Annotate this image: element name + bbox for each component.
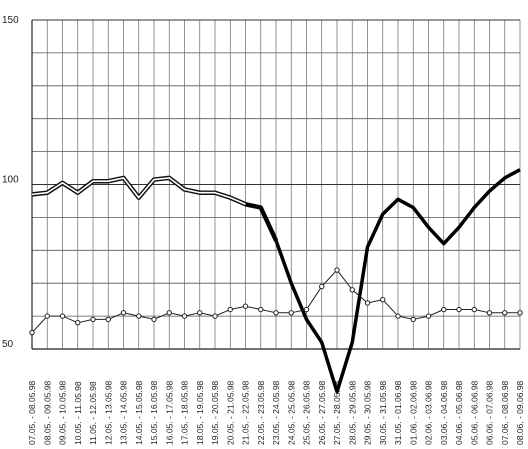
x-tick-label: 14.05. - 15.05.98 [134,380,144,445]
marker [502,310,508,316]
x-tick-label: 16.05. - 17.05.98 [164,380,174,445]
x-tick-label: 25.05. - 26.05.98 [302,380,312,445]
x-tick-label: 17.05. - 18.05.98 [180,380,190,445]
x-tick-label: 04.06. - 05.06.98 [454,380,464,445]
x-tick-label: 22.05. - 23.05.98 [256,380,266,445]
x-tick-label: 18.05. - 19.05.98 [195,380,205,445]
x-tick-label: 26.05. - 27.05.98 [317,380,327,445]
x-tick-label: 30.05. - 31.05.98 [378,380,388,445]
x-tick-label: 29.05. - 30.05.98 [363,380,373,445]
marker [227,306,233,313]
marker [197,310,203,316]
x-tick-label: 05.06. - 06.06.98 [469,380,479,445]
marker [364,300,371,306]
x-tick-label: 08.05. - 09.05.98 [42,380,52,445]
x-tick-label: 10.05. - 11.05.98 [73,381,83,445]
marker [29,329,35,336]
marker [517,310,523,316]
x-tick-label: 21.05. - 22.05.98 [241,380,251,445]
x-tick-label: 09.05. - 10.05.98 [58,380,68,445]
marker [120,310,127,316]
marker [90,316,96,323]
marker [44,313,50,319]
marker [456,306,462,313]
marker [410,316,416,323]
x-tick-label: 01.06. - 02.06.98 [408,380,418,445]
x-tick-label: 08.06. - 09.06.98 [515,380,525,445]
x-tick-label: 07.06. - 08.06.98 [500,380,510,445]
line-series-inner [31,177,277,241]
x-tick-label: 06.06. - 07.06.98 [485,380,495,445]
x-tick-label: 28.05. - 29.05.98 [347,380,357,445]
marker [273,310,279,316]
x-tick-label: 24.05. - 25.05.98 [286,380,296,445]
marker [319,283,325,290]
marker [288,310,294,316]
marker [380,296,386,303]
y-tick-label: 100 [2,175,19,186]
x-tick-label: 12.05. - 13.05.98 [103,380,113,445]
marker [441,306,447,313]
x-tick-label: 03.06. - 04.06.98 [439,380,449,445]
marker [258,306,264,313]
marker [303,306,310,313]
marker [136,313,142,319]
y-tick-label: 150 [2,15,19,26]
marker [166,310,172,316]
marker [486,310,493,316]
x-tick-label: 11.05. - 12.05.98 [88,381,98,445]
marker [349,287,355,293]
x-tick-label: 13.05. - 14.05.98 [119,380,129,445]
x-tick-label: 07.05. - 08.05.98 [27,380,37,445]
marker [181,313,188,319]
x-tick-label: 19.05. - 20.05.98 [210,380,220,445]
marker [151,316,157,323]
marker [105,316,111,323]
x-tick-label: 23.05. - 24.05.98 [271,380,281,445]
y-tick-label: 50 [2,339,14,350]
marker [59,313,66,319]
x-tick-label: 15.05. - 16.05.98 [149,380,159,445]
marker [334,267,340,273]
marker [395,313,401,319]
x-tick-label: 27.05. - 28.05.98 [332,380,342,445]
marker [471,306,477,313]
x-tick-label: 02.06. - 03.06.98 [424,380,434,445]
marker [75,319,81,326]
marker [212,313,218,319]
marker [242,303,249,309]
line-series [245,168,521,394]
marker [425,313,432,319]
x-tick-label: 20.05. - 21.05.98 [225,380,235,445]
x-tick-label: 31.05. - 01.06.98 [393,380,403,445]
